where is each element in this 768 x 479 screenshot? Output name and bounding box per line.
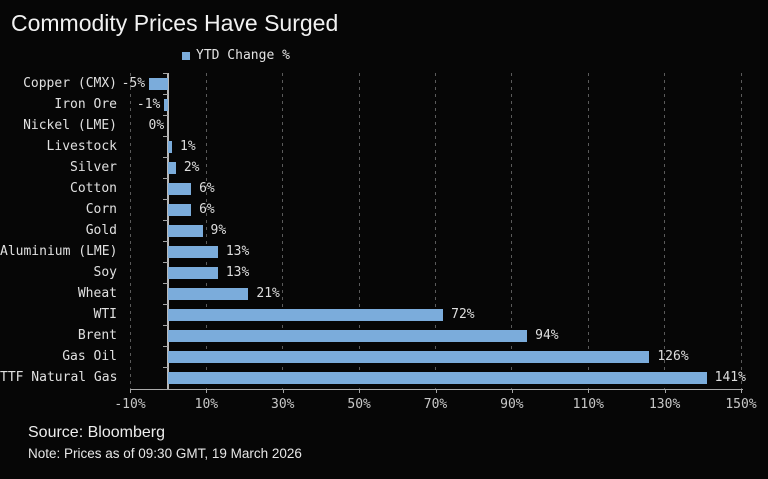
category-label: WTI — [93, 307, 117, 323]
y-axis-tick — [162, 220, 168, 222]
bar-copper-cmx — [149, 77, 169, 90]
x-tick-label: 90% — [500, 396, 524, 412]
category-label: Aluminium (LME) — [0, 244, 118, 260]
value-label: 0% — [148, 118, 165, 134]
value-label: 141% — [714, 370, 746, 386]
bar-corn — [168, 203, 192, 216]
x-axis-tick — [282, 388, 284, 393]
value-label: 2% — [183, 160, 200, 176]
y-axis-tick — [162, 178, 168, 180]
y-axis-tick — [162, 157, 168, 159]
value-label: 6% — [199, 202, 215, 218]
y-axis-tick — [162, 325, 168, 327]
category-label: Silver — [70, 160, 117, 176]
bar-soy — [168, 266, 218, 279]
value-label: -1% — [136, 97, 161, 113]
y-axis-tick — [162, 262, 168, 264]
bar-ttf-natural-gas — [168, 371, 707, 384]
bar-gas-oil — [168, 350, 650, 363]
bar-gold — [168, 224, 203, 237]
x-tick-label: 70% — [423, 396, 448, 412]
x-tick-label: -10% — [114, 396, 146, 412]
x-tick-label: 10% — [194, 396, 219, 412]
x-axis-tick — [206, 388, 208, 393]
gridline — [205, 73, 207, 389]
bar-cotton — [168, 182, 192, 195]
bar-livestock — [168, 140, 172, 153]
value-label: 9% — [210, 223, 227, 239]
gridline — [740, 73, 742, 389]
x-tick-label: 130% — [648, 396, 681, 412]
value-label: -5% — [121, 76, 146, 91]
bar-wheat — [168, 287, 249, 300]
y-axis-tick — [162, 199, 168, 201]
category-label: Gold — [85, 223, 117, 239]
y-axis-tick — [162, 241, 168, 243]
x-axis-tick — [435, 388, 437, 393]
legend-swatch-icon — [182, 51, 190, 60]
bar-wti — [168, 308, 444, 321]
bar-brent — [168, 329, 528, 342]
x-tick-label: 110% — [572, 396, 604, 412]
x-axis-tick — [588, 388, 590, 393]
x-tick-label: 30% — [271, 396, 295, 412]
x-tick-label: 150% — [725, 396, 757, 412]
category-label: Livestock — [46, 139, 117, 155]
source-text: Source: Bloomberg — [28, 424, 165, 441]
gridline — [511, 73, 513, 389]
gridline — [435, 73, 436, 389]
value-label: 94% — [535, 328, 559, 344]
category-label: Copper (CMX) — [23, 76, 117, 91]
y-axis-tick — [162, 283, 168, 285]
y-axis-tick — [162, 136, 168, 138]
y-axis-tick — [162, 367, 168, 369]
x-axis-tick — [664, 388, 666, 393]
y-axis-tick — [162, 346, 168, 348]
gridline — [358, 73, 360, 389]
bar-silver — [168, 161, 176, 174]
legend: YTD Change % — [182, 48, 290, 63]
category-label: Soy — [93, 265, 117, 281]
y-axis-tick — [162, 115, 168, 117]
value-label: 1% — [180, 139, 196, 155]
gridline — [587, 73, 589, 389]
category-label: Iron Ore — [54, 97, 117, 113]
x-tick-label: 50% — [347, 396, 371, 412]
category-label: TTF Natural Gas — [0, 370, 118, 386]
y-axis-tick — [162, 304, 168, 306]
value-label: 21% — [256, 286, 280, 302]
category-label: Corn — [85, 202, 117, 218]
note-text: Note: Prices as of 09:30 GMT, 19 March 2… — [28, 446, 302, 461]
value-label: 72% — [451, 307, 475, 323]
gridline — [282, 73, 284, 389]
category-label: Nickel (LME) — [23, 118, 117, 134]
category-label: Cotton — [70, 181, 117, 197]
bar-iron-ore — [164, 98, 169, 111]
x-axis-tick — [741, 388, 742, 393]
y-axis-tick — [162, 94, 168, 96]
category-label: Wheat — [77, 286, 117, 302]
value-label: 13% — [225, 244, 250, 260]
value-label: 13% — [225, 265, 250, 281]
gridline — [129, 73, 131, 389]
x-axis-line — [130, 388, 743, 390]
y-axis-tick — [162, 73, 168, 74]
x-axis-tick — [511, 388, 513, 393]
x-axis-tick — [359, 388, 361, 393]
category-label: Brent — [77, 328, 117, 344]
chart-title: Commodity Prices Have Surged — [11, 10, 339, 36]
y-axis-tick — [162, 388, 168, 390]
legend-label: YTD Change % — [196, 48, 290, 63]
value-label: 126% — [657, 349, 689, 365]
bar-aluminium-lme — [168, 245, 218, 258]
value-label: 6% — [199, 181, 215, 197]
x-axis-tick — [130, 388, 131, 393]
category-label: Gas Oil — [62, 349, 117, 365]
gridline — [664, 73, 666, 389]
